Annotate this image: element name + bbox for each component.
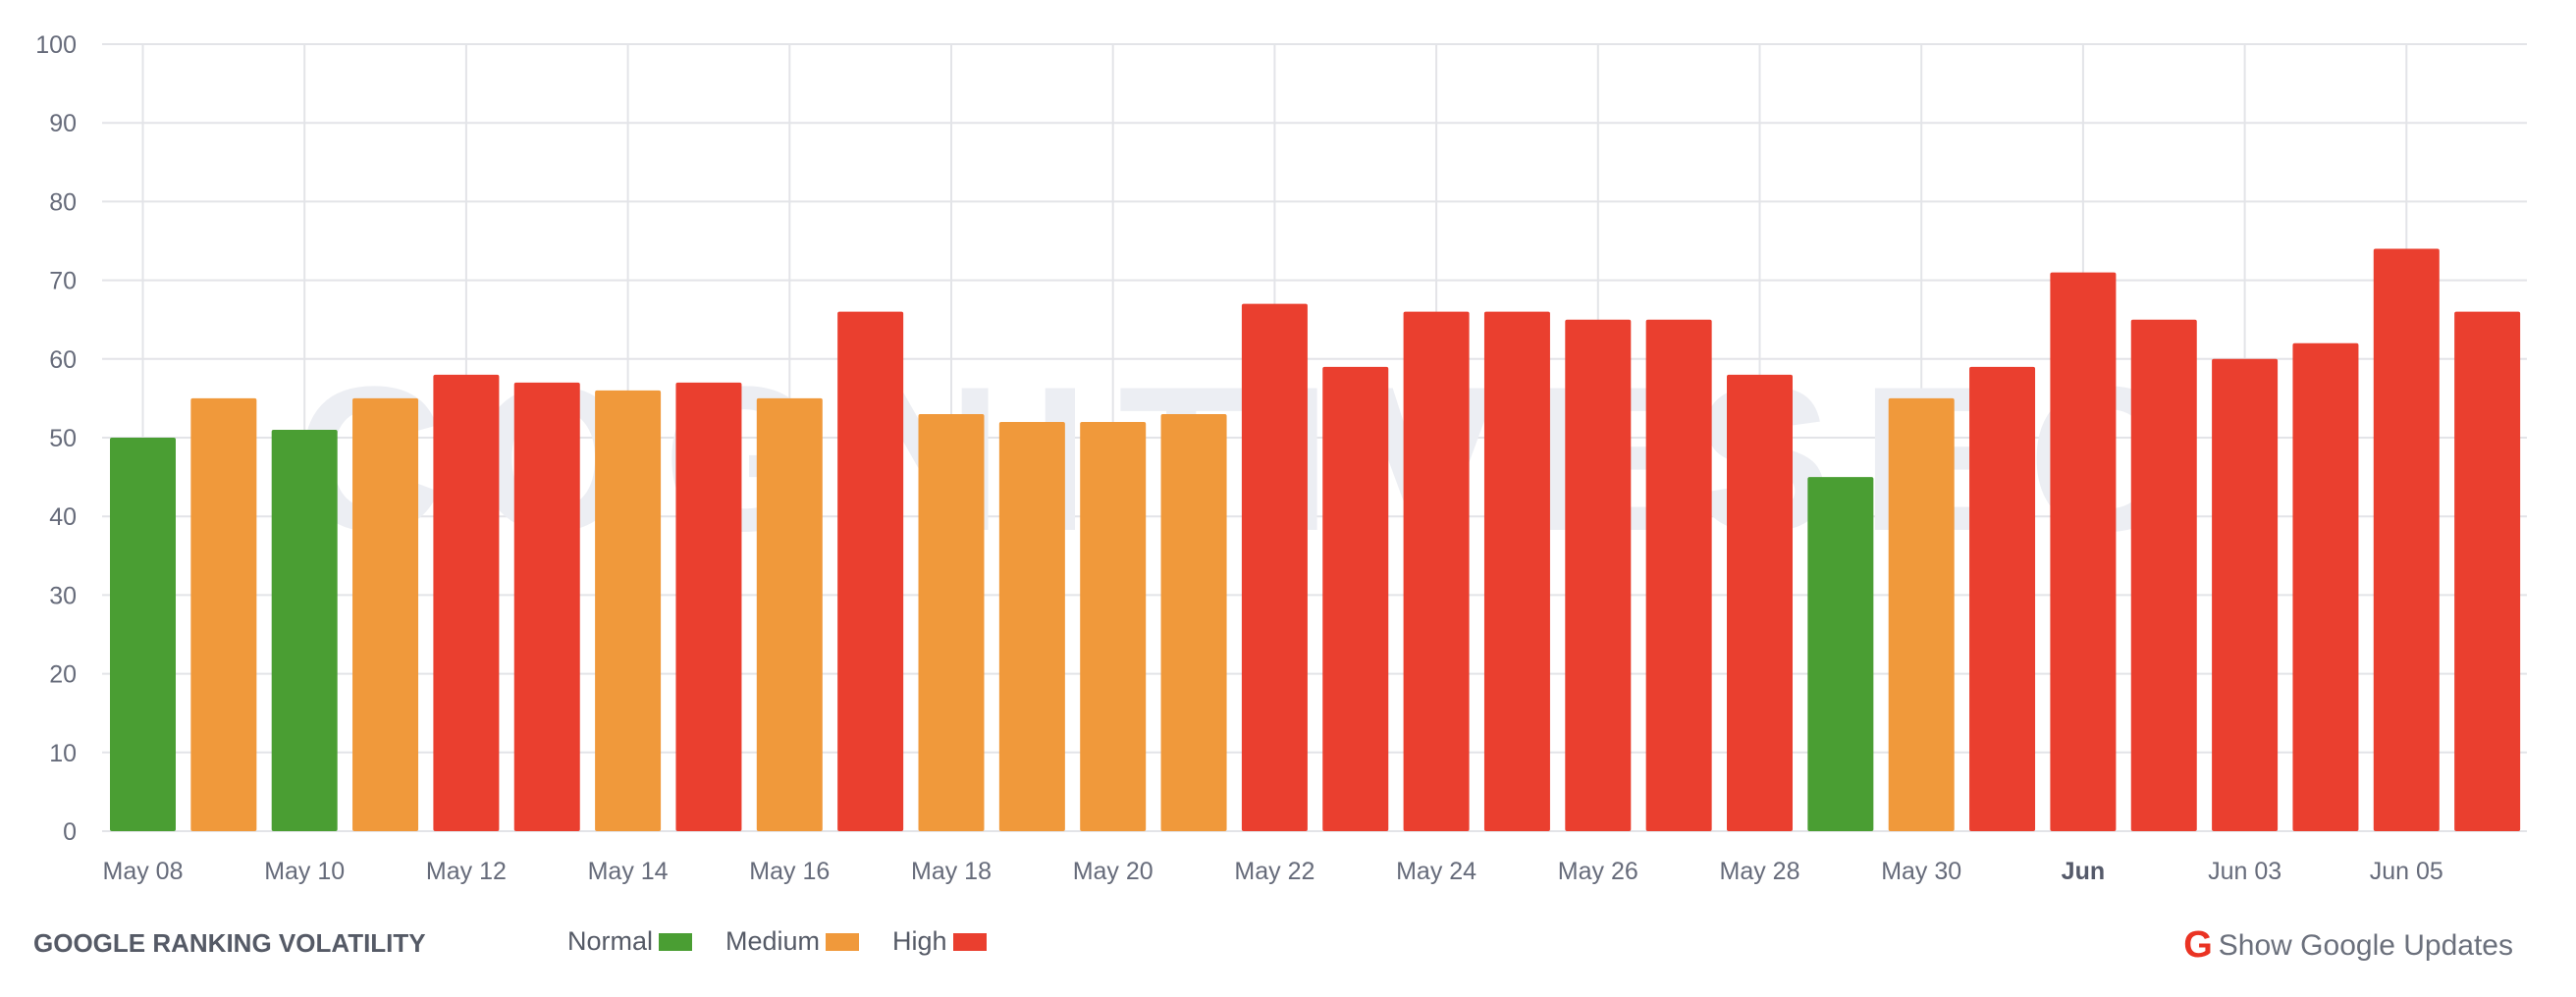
y-tick-label: 10	[49, 740, 77, 767]
bar-may-20[interactable]	[1080, 421, 1147, 831]
x-tick-label: May 20	[1073, 858, 1154, 885]
bar-jun-04[interactable]	[2292, 342, 2359, 831]
bar-may-25[interactable]	[1483, 311, 1550, 831]
y-tick-label: 60	[49, 346, 77, 374]
y-axis-ticks: 0 10 20 30 40 50 60 70 80 90 100	[35, 31, 77, 846]
bar-may-31[interactable]	[1969, 366, 2036, 831]
bar-may-26[interactable]	[1565, 319, 1632, 831]
bar-may-13[interactable]	[513, 382, 580, 831]
show-google-updates-label: Show Google Updates	[2218, 928, 2513, 962]
legend-swatch-high	[952, 932, 987, 951]
bar-may-15[interactable]	[675, 382, 742, 831]
y-tick-label: 20	[49, 661, 77, 689]
x-tick-label: May 22	[1234, 858, 1315, 885]
bar-may-22[interactable]	[1241, 303, 1308, 831]
bar-jun-01[interactable]	[2050, 272, 2117, 832]
bar-may-12[interactable]	[433, 374, 500, 831]
show-google-updates-button[interactable]: G Show Google Updates	[2183, 924, 2513, 967]
legend-swatch-normal	[659, 932, 693, 951]
bar-may-27[interactable]	[1645, 319, 1712, 831]
bar-may-08[interactable]	[110, 438, 176, 831]
legend-item-normal[interactable]: Normal	[567, 926, 693, 957]
x-tick-label: May 30	[1881, 858, 1961, 885]
bar-may-16[interactable]	[756, 397, 823, 831]
bar-may-10[interactable]	[271, 429, 338, 831]
y-tick-label: 30	[49, 582, 77, 609]
x-tick-label: May 26	[1558, 858, 1638, 885]
x-tick-label: May 16	[749, 858, 830, 885]
chart-footer: GOOGLE RANKING VOLATILITY Normal Medium …	[0, 922, 2576, 971]
x-tick-label: Jun 03	[2208, 858, 2281, 885]
bar-may-24[interactable]	[1403, 311, 1470, 831]
bar-may-14[interactable]	[595, 390, 662, 831]
x-tick-label: Jun	[2062, 858, 2105, 885]
legend-label: Normal	[567, 926, 654, 956]
bar-may-09[interactable]	[190, 397, 257, 831]
y-tick-label: 40	[49, 503, 77, 531]
x-tick-label: Jun 05	[2370, 858, 2443, 885]
legend-label: High	[892, 926, 947, 956]
x-axis-ticks: May 08 May 10 May 12 May 14 May 16 May 18 May …	[103, 858, 2443, 885]
bar-jun-02[interactable]	[2130, 319, 2197, 831]
bar-jun-06[interactable]	[2454, 311, 2521, 831]
y-tick-label: 0	[63, 818, 77, 846]
bar-may-30[interactable]	[1888, 397, 1955, 831]
bar-may-18[interactable]	[918, 413, 985, 831]
bar-may-28[interactable]	[1727, 374, 1793, 831]
legend-item-medium[interactable]: Medium	[725, 926, 860, 957]
bars	[110, 248, 2521, 832]
legend: Normal Medium High	[567, 926, 1020, 957]
chart-title: GOOGLE RANKING VOLATILITY	[33, 928, 426, 958]
y-tick-label: 80	[49, 188, 77, 216]
y-tick-label: 100	[35, 31, 77, 59]
x-tick-label: May 24	[1396, 858, 1476, 885]
bar-may-21[interactable]	[1160, 413, 1227, 831]
bar-may-23[interactable]	[1322, 366, 1389, 831]
bar-jun-05[interactable]	[2373, 248, 2440, 831]
x-tick-label: May 12	[426, 858, 507, 885]
x-tick-label: May 14	[588, 858, 669, 885]
legend-item-high[interactable]: High	[892, 926, 987, 957]
x-tick-label: May 10	[264, 858, 345, 885]
x-tick-label: May 28	[1720, 858, 1800, 885]
y-tick-label: 70	[49, 268, 77, 295]
y-tick-label: 90	[49, 110, 77, 137]
bar-jun-03[interactable]	[2212, 358, 2279, 831]
legend-swatch-medium	[826, 932, 860, 951]
legend-label: Medium	[725, 926, 821, 956]
bar-may-17[interactable]	[837, 311, 904, 831]
bar-may-29[interactable]	[1807, 477, 1874, 831]
bar-may-19[interactable]	[998, 421, 1065, 831]
bar-may-11[interactable]	[352, 397, 419, 831]
x-tick-label: May 18	[911, 858, 992, 885]
y-tick-label: 50	[49, 425, 77, 452]
google-g-icon: G	[2183, 924, 2213, 966]
x-tick-label: May 08	[103, 858, 184, 885]
